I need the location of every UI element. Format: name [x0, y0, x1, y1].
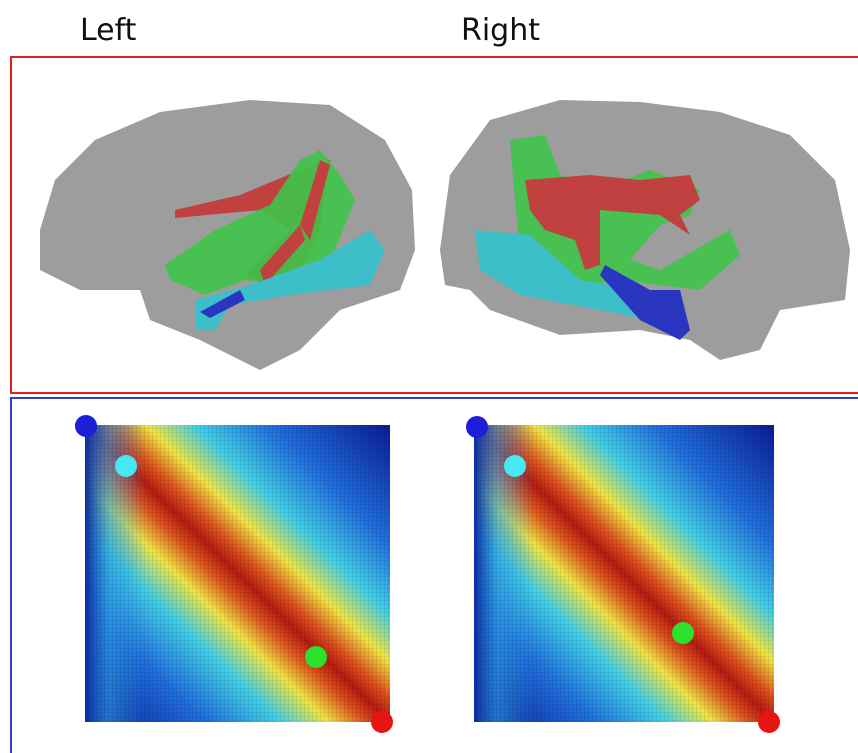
marker-red — [758, 711, 780, 733]
marker-green — [305, 646, 327, 668]
right-label: Right — [461, 13, 540, 48]
marker-cyan — [504, 455, 526, 477]
left-matrix — [75, 415, 393, 733]
marker-blue — [466, 416, 488, 438]
left-brain — [40, 100, 415, 370]
brain-panel — [10, 56, 858, 394]
right-brain — [440, 100, 850, 360]
marker-green — [672, 622, 694, 644]
right-matrix — [466, 416, 780, 733]
marker-red — [371, 711, 393, 733]
matrix-panel — [10, 397, 858, 753]
marker-blue — [75, 415, 97, 437]
marker-cyan — [115, 455, 137, 477]
left-label: Left — [80, 13, 137, 48]
